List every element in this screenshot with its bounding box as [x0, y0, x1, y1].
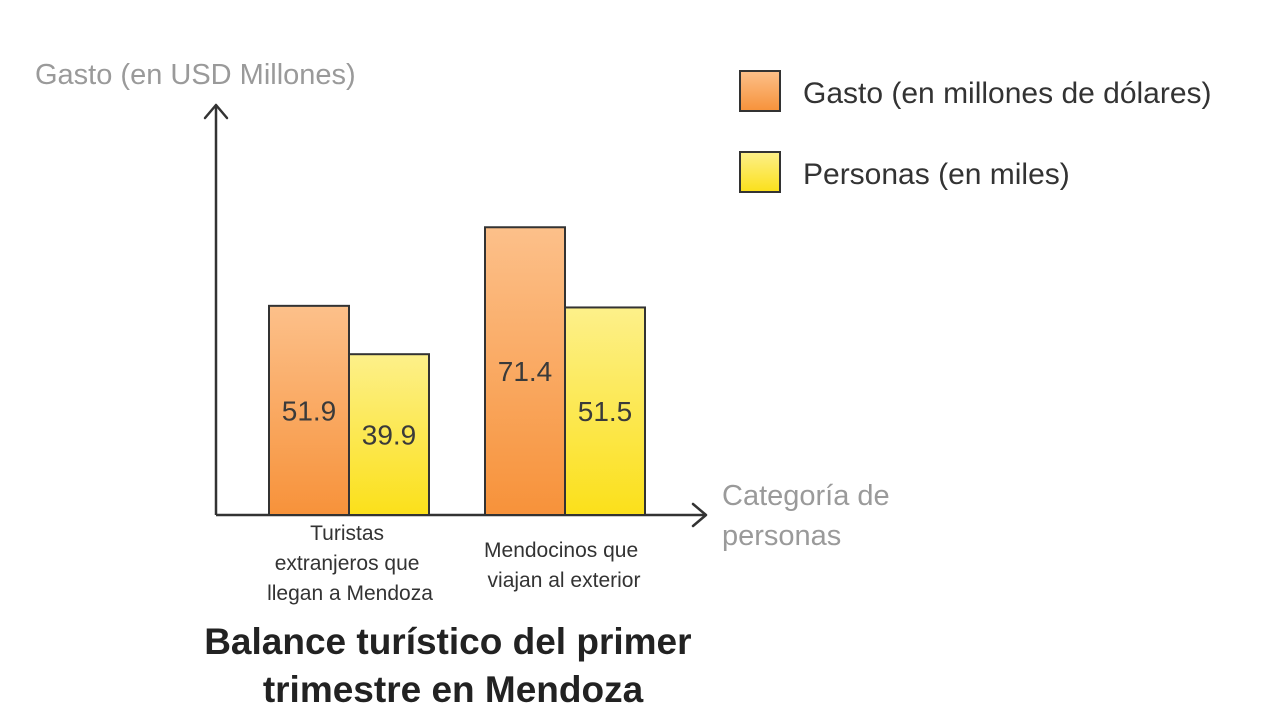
- legend: Gasto (en millones de dólares) Personas …: [739, 70, 1212, 193]
- y-axis-arrowhead: [203, 103, 229, 120]
- category-label-0-line-1: Turistas: [310, 522, 384, 545]
- chart-title-line-1: Balance turístico del primer: [204, 621, 691, 662]
- x-axis-title-line-1: Categoría de: [722, 480, 890, 512]
- x-axis-arrowhead: [691, 502, 708, 528]
- chart-title: Balance turístico del primer trimestre e…: [204, 621, 702, 710]
- bar-label-personas-1: 51.5: [578, 396, 633, 427]
- bars: 51.9 39.9 71.4 51.5: [268, 226, 646, 516]
- bar-label-personas-0: 39.9: [362, 420, 417, 451]
- x-axis-title-line-2: personas: [722, 520, 841, 552]
- bar-personas-0: [348, 353, 430, 516]
- category-label-1: Mendocinos que viajan al exterior: [484, 539, 644, 592]
- category-label-0-line-3: llegan a Mendoza: [267, 582, 433, 605]
- x-axis-title: Categoría de personas: [722, 480, 898, 552]
- legend-label-gasto: Gasto (en millones de dólares): [803, 77, 1212, 110]
- category-label-0-line-2: extranjeros que: [275, 552, 420, 575]
- legend-swatch-personas: [739, 151, 781, 193]
- chart-title-line-2: trimestre en Mendoza: [263, 669, 644, 710]
- bar-label-gasto-1: 71.4: [498, 356, 553, 387]
- legend-item-personas: Personas (en miles): [739, 151, 1070, 193]
- category-label-1-line-1: Mendocinos que: [484, 539, 638, 562]
- legend-swatch-gasto: [739, 70, 781, 112]
- legend-item-gasto: Gasto (en millones de dólares): [739, 70, 1212, 112]
- bar-label-gasto-0: 51.9: [282, 395, 337, 426]
- category-label-0: Turistas extranjeros que llegan a Mendoz…: [267, 522, 433, 605]
- bar-gasto-0: [268, 304, 350, 516]
- category-label-1-line-2: viajan al exterior: [488, 569, 641, 592]
- legend-label-personas: Personas (en miles): [803, 158, 1070, 191]
- bar-personas-1: [564, 306, 646, 516]
- y-axis-title: Gasto (en USD Millones): [35, 59, 356, 91]
- bar-gasto-1: [484, 226, 566, 516]
